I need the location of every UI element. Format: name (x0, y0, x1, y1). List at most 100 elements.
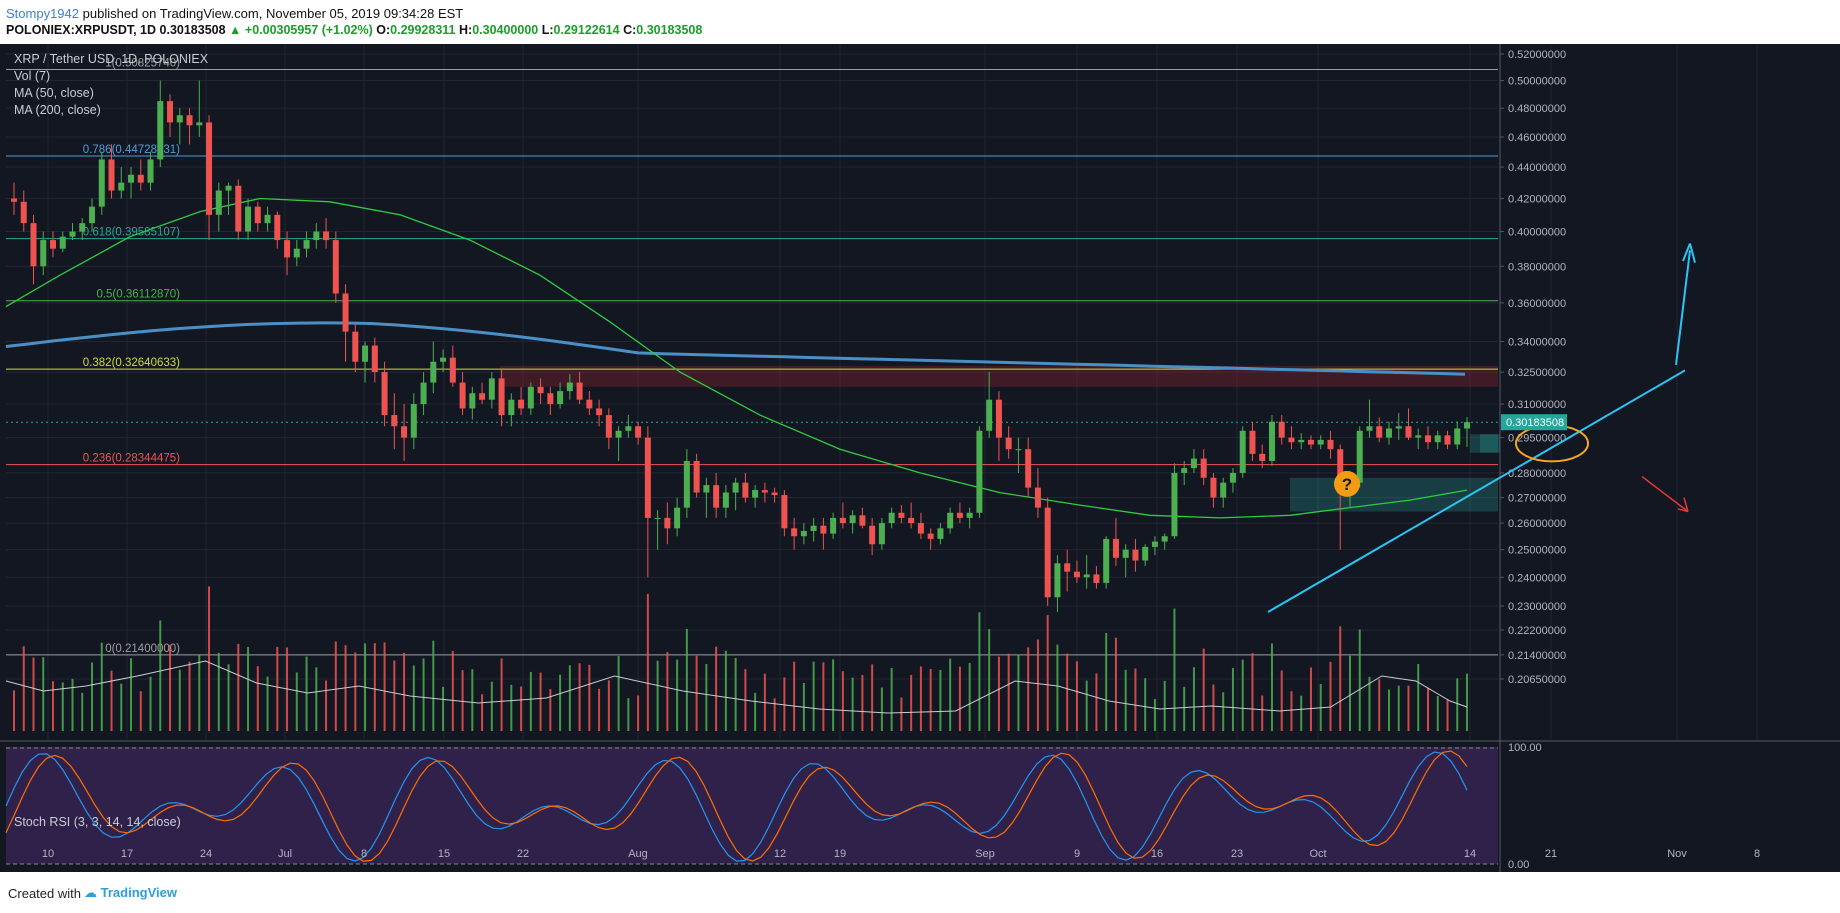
volume-bar (325, 680, 328, 731)
candle-body (11, 198, 17, 202)
time-axis-label: 23 (1231, 848, 1243, 860)
legend-volume[interactable]: Vol (7) (14, 69, 51, 83)
candle-body (440, 357, 447, 362)
volume-bar (1397, 685, 1400, 731)
candle-body (956, 512, 963, 518)
volume-bar (988, 629, 991, 731)
candle-body (1239, 430, 1246, 473)
volume-bar (861, 675, 864, 731)
volume-bar (100, 642, 103, 731)
volume-bar (851, 677, 854, 731)
publish-line: Stompy1942 published on TradingView.com,… (6, 6, 463, 21)
volume-bar (1144, 678, 1147, 731)
candle-body (625, 426, 632, 431)
chart-header: Stompy1942 published on TradingView.com,… (0, 0, 1840, 44)
open-label: O: (376, 23, 391, 37)
volume-bar (169, 644, 172, 731)
author-link[interactable]: Stompy1942 (6, 6, 79, 21)
fib-level-label: 0.5(0.36112870) (96, 289, 180, 301)
candle-body (1278, 421, 1285, 438)
candle-body (186, 115, 193, 126)
candle-body (235, 185, 242, 232)
legend-title[interactable]: XRP / Tether USD, 1D, POLONIEX (14, 52, 209, 66)
candle-body (128, 174, 135, 183)
volume-bar (305, 656, 308, 731)
volume-bar (120, 683, 123, 731)
candle-body (917, 523, 924, 534)
candle-body (752, 490, 759, 498)
volume-bar (715, 646, 718, 731)
volume-bar (1270, 643, 1273, 731)
volume-bar (949, 658, 952, 731)
volume-bar (841, 671, 844, 731)
volume-bar (754, 692, 757, 731)
candle-body (742, 482, 749, 498)
candle-body (469, 393, 476, 409)
candle-body (1181, 468, 1188, 473)
candle-body (781, 495, 788, 529)
candle-body (488, 378, 495, 400)
bearish-arrow-line (1641, 475, 1689, 513)
candle-body (410, 404, 417, 438)
candle-body (1190, 458, 1197, 469)
candle-body (1161, 536, 1168, 542)
volume-bar (783, 677, 786, 731)
candle-body (1210, 477, 1217, 498)
candle-body (59, 236, 66, 249)
time-axis-label: 19 (834, 848, 846, 860)
volume-bar (1085, 680, 1088, 731)
volume-bar (1407, 685, 1410, 731)
volume-bar (637, 695, 640, 731)
candle-body (1249, 430, 1256, 454)
candle-body (518, 399, 525, 409)
fib-level-label: 1(0.50825740) (105, 57, 180, 69)
candle-body (1083, 574, 1090, 578)
volume-bar (978, 612, 981, 731)
volume-bar (490, 681, 493, 731)
candle-body (1054, 563, 1061, 598)
price-axis-label: 0.20650000 (1508, 674, 1566, 686)
time-axis-label: 12 (774, 848, 786, 860)
volume-bar (208, 586, 211, 731)
volume-bar (227, 664, 230, 731)
candle-body (508, 399, 515, 416)
candle-body (1064, 563, 1071, 572)
publish-info: published on TradingView.com, November 0… (82, 6, 464, 21)
time-axis-label: 9 (1074, 848, 1080, 860)
tradingview-logo[interactable]: ☁ TradingView (84, 885, 177, 901)
volume-bar (1173, 608, 1176, 731)
candle-body (1259, 453, 1266, 461)
candle-body (401, 426, 408, 438)
legend-stoch-rsi[interactable]: Stoch RSI (3, 3, 14, 14, close) (14, 815, 181, 829)
candle-body (1415, 435, 1422, 438)
volume-bar (900, 697, 903, 731)
bullish-arrow-head (1682, 243, 1696, 263)
candle-body (732, 482, 739, 493)
legend-ma200[interactable]: MA (200, close) (14, 103, 101, 117)
candle-body (722, 492, 729, 508)
volume-bar (929, 669, 932, 731)
candle-body (30, 223, 37, 267)
volume-bar (1105, 632, 1108, 731)
candle-body (1288, 437, 1295, 443)
candle-body (888, 512, 895, 524)
volume-bar (1456, 678, 1459, 731)
candle-body (342, 293, 349, 332)
candle-body (1229, 472, 1236, 483)
chart-canvas[interactable]: 0.52000000 0.50000000 0.48000000 0.46000000… (0, 44, 1840, 872)
price-axis-label: 0.42000000 (1508, 194, 1566, 206)
price-axis-label: 0.44000000 (1508, 162, 1566, 174)
candle-body (566, 382, 573, 392)
candle-body (761, 490, 768, 493)
chart-area[interactable]: 0.52000000 0.50000000 0.48000000 0.46000000… (0, 44, 1840, 872)
legend-ma50[interactable]: MA (50, close) (14, 86, 94, 100)
time-axis-label: Nov (1667, 848, 1687, 860)
candle-body (176, 115, 183, 123)
volume-bar (295, 672, 298, 731)
candle-body (1112, 538, 1119, 558)
volume-bar (13, 690, 15, 731)
candle-body (527, 386, 534, 409)
candle-body (1454, 428, 1461, 445)
time-axis-label: 22 (517, 848, 529, 860)
volume-bar (724, 650, 727, 731)
